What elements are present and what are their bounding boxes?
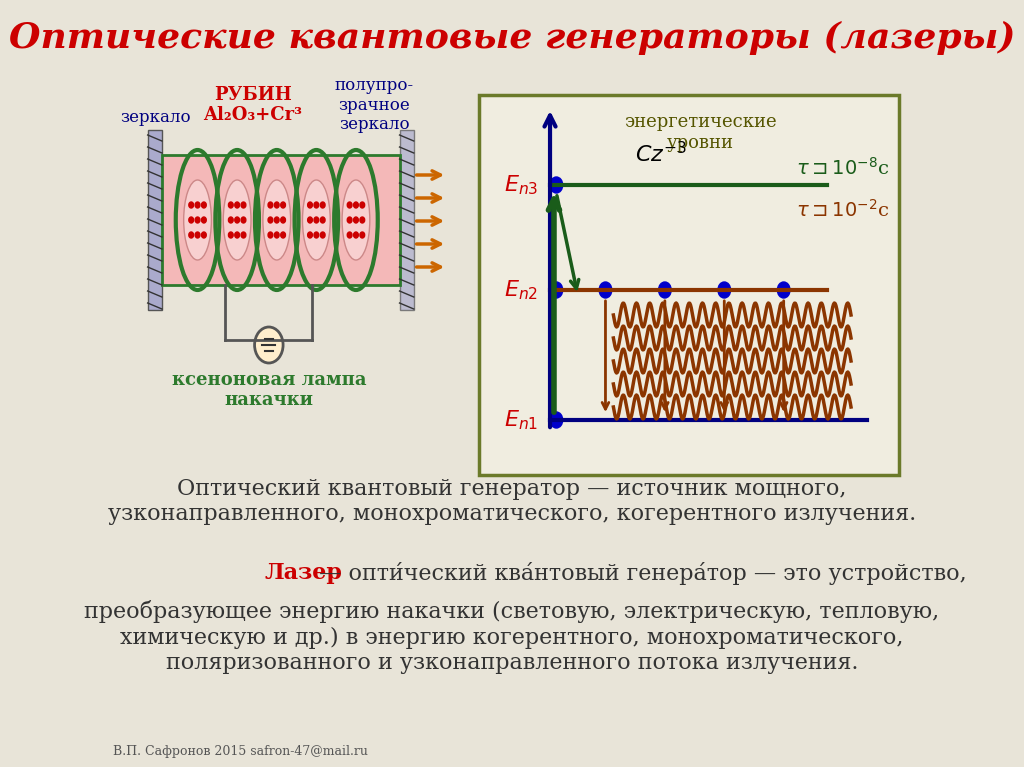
Bar (399, 130, 414, 310)
Text: Оптические квантовые генераторы (лазеры): Оптические квантовые генераторы (лазеры) (9, 21, 1015, 55)
Circle shape (268, 217, 272, 223)
Circle shape (353, 202, 358, 208)
Circle shape (658, 282, 671, 298)
Circle shape (718, 282, 730, 298)
Circle shape (359, 232, 365, 238)
Text: $\tau \sqsupset 10^{-8}$с: $\tau \sqsupset 10^{-8}$с (796, 157, 889, 179)
Circle shape (228, 202, 233, 208)
Text: ксеноновая лампа
накачки: ксеноновая лампа накачки (172, 370, 366, 410)
Text: зеркало: зеркало (120, 110, 190, 127)
Circle shape (321, 202, 325, 208)
Circle shape (274, 232, 280, 238)
Circle shape (347, 217, 352, 223)
Text: — опти́ческий ква́нтовый генера́тор — это устройство,: — опти́ческий ква́нтовый генера́тор — эт… (312, 562, 967, 585)
Circle shape (281, 232, 286, 238)
Circle shape (281, 202, 286, 208)
Circle shape (307, 202, 312, 208)
Circle shape (314, 232, 318, 238)
Circle shape (241, 202, 246, 208)
Circle shape (321, 217, 325, 223)
Text: $E_{n1}$: $E_{n1}$ (504, 408, 539, 432)
Circle shape (188, 202, 194, 208)
Circle shape (202, 217, 206, 223)
Circle shape (228, 217, 233, 223)
Ellipse shape (302, 180, 330, 260)
Circle shape (274, 202, 280, 208)
Circle shape (234, 232, 240, 238)
Ellipse shape (263, 180, 291, 260)
Circle shape (353, 217, 358, 223)
Circle shape (599, 282, 611, 298)
Text: $Cz^{-3}$: $Cz^{-3}$ (635, 143, 687, 168)
Circle shape (202, 232, 206, 238)
Text: $\tau \sqsupset 10^{-2}$с: $\tau \sqsupset 10^{-2}$с (796, 199, 889, 221)
Text: Оптический квантовый генератор — источник мощного,
узконаправленного, монохромат: Оптический квантовый генератор — источни… (108, 478, 916, 525)
Circle shape (268, 232, 272, 238)
Circle shape (234, 217, 240, 223)
Ellipse shape (183, 180, 211, 260)
Circle shape (188, 232, 194, 238)
Circle shape (347, 232, 352, 238)
Text: энергетические
уровни: энергетические уровни (625, 113, 777, 152)
Ellipse shape (342, 180, 370, 260)
Circle shape (550, 177, 563, 193)
Circle shape (314, 202, 318, 208)
Circle shape (314, 217, 318, 223)
Circle shape (550, 412, 563, 428)
Circle shape (196, 217, 200, 223)
Circle shape (359, 217, 365, 223)
Circle shape (321, 232, 325, 238)
Circle shape (196, 232, 200, 238)
Text: В.П. Сафронов 2015 safron-47@mail.ru: В.П. Сафронов 2015 safron-47@mail.ru (113, 745, 368, 758)
Circle shape (202, 202, 206, 208)
Circle shape (255, 327, 283, 363)
Bar (147, 130, 162, 310)
Circle shape (241, 232, 246, 238)
Circle shape (241, 217, 246, 223)
Circle shape (307, 217, 312, 223)
Circle shape (359, 202, 365, 208)
Text: Лазер: Лазер (265, 562, 343, 584)
Circle shape (268, 202, 272, 208)
Circle shape (281, 217, 286, 223)
Text: $E_{n3}$: $E_{n3}$ (504, 173, 539, 197)
Circle shape (228, 232, 233, 238)
Circle shape (274, 217, 280, 223)
Circle shape (550, 282, 563, 298)
Circle shape (307, 232, 312, 238)
Text: преобразующее энергию накачки (световую, электрическую, тепловую,
химическую и д: преобразующее энергию накачки (световую,… (84, 600, 940, 674)
Circle shape (777, 282, 791, 298)
Bar (162, 155, 399, 285)
Circle shape (188, 217, 194, 223)
FancyBboxPatch shape (479, 95, 898, 475)
Circle shape (347, 202, 352, 208)
Circle shape (353, 232, 358, 238)
Text: $E_{n2}$: $E_{n2}$ (504, 278, 539, 301)
Ellipse shape (223, 180, 251, 260)
Text: полупро-
зрачное
зеркало: полупро- зрачное зеркало (335, 77, 414, 133)
Text: РУБИН
Al₂O₃+Cr³: РУБИН Al₂O₃+Cr³ (204, 86, 302, 124)
Circle shape (234, 202, 240, 208)
Circle shape (196, 202, 200, 208)
